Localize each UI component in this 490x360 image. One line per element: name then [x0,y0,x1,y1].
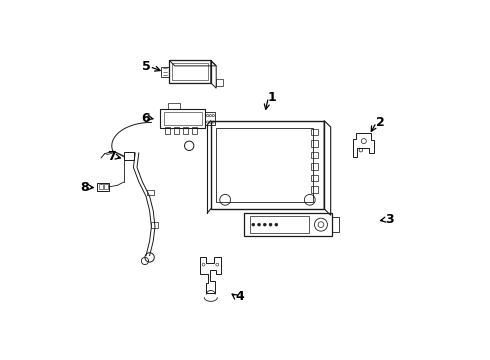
Bar [216,128,314,202]
Bar [311,129,319,135]
Bar [174,127,179,134]
Bar [104,184,108,189]
Circle shape [252,223,255,226]
Bar [147,190,154,195]
Bar [124,152,134,160]
Bar [216,79,222,86]
Text: 3: 3 [385,213,393,226]
Bar [170,60,211,83]
Text: 8: 8 [80,181,89,194]
Text: 2: 2 [376,116,384,129]
Text: 1: 1 [268,91,276,104]
Circle shape [269,223,272,226]
Bar [99,184,103,189]
Bar [311,152,319,158]
Bar [311,163,319,170]
Bar [211,121,324,209]
Text: 7: 7 [107,150,116,163]
Bar [245,213,333,236]
Bar [98,183,109,191]
Bar [183,127,189,134]
Text: 5: 5 [142,60,150,73]
Bar [151,222,158,228]
Bar [192,127,197,134]
Circle shape [263,223,266,226]
Bar [250,216,309,233]
Bar [172,63,208,80]
Circle shape [275,223,278,226]
Bar [311,140,319,147]
Circle shape [258,223,261,226]
Bar [165,127,171,134]
Text: 6: 6 [142,112,150,125]
Bar [311,175,319,181]
Bar [164,112,202,125]
Bar [311,186,319,193]
Bar [333,217,339,232]
Bar [160,109,205,128]
Text: 4: 4 [235,291,244,303]
